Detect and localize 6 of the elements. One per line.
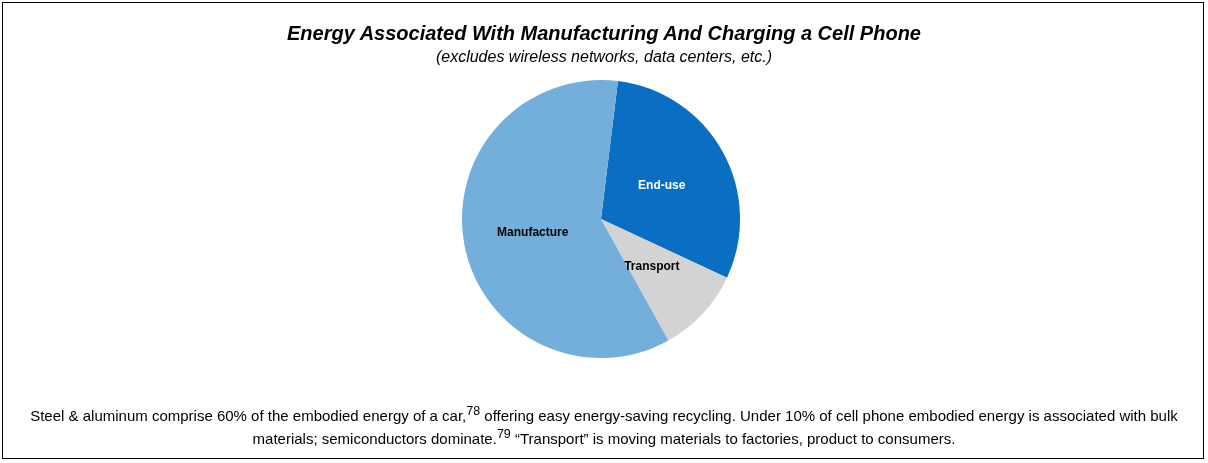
text: Steel & aluminum comprise 60% of the embodied energy of a car,$^{78}$ offering easy energy-saving recycling. Under 10% of cell phone embodied energy is associated with bulk materials; semiconductors dominate.$^{79}$ “Transport” is moving materials to factories, product to consumers.: [29, 403, 1179, 448]
chart-title: Energy Associated With Manufacturing And Charging a Cell Phone: [286, 22, 922, 45]
slice-label: Manufacture: [497, 224, 569, 239]
slice-label: End-use: [638, 177, 686, 192]
chart-subtitle: (excludes wireless networks, data centers, etc.): [434, 48, 774, 66]
slice-label: Transport: [624, 258, 680, 273]
